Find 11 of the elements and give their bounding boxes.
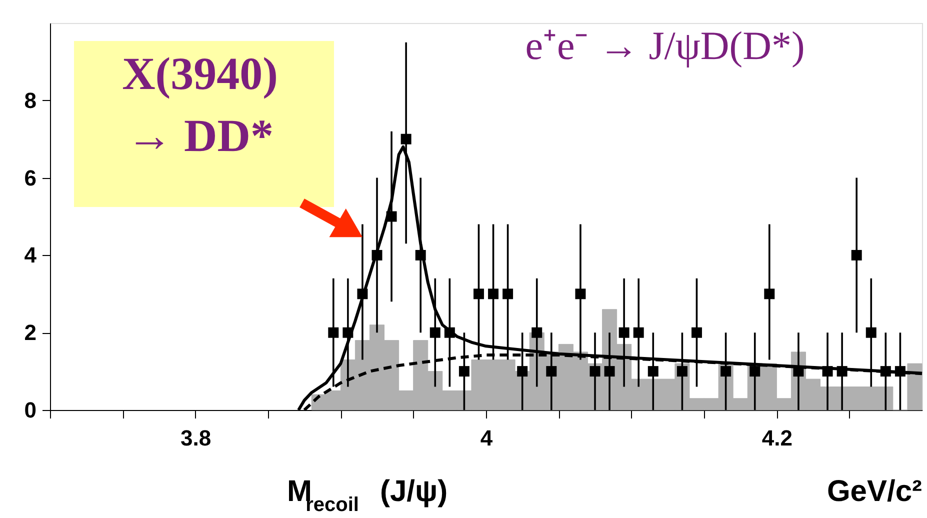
y-tick-label: 2 [24,320,36,346]
annotation: X(3940) → DD* [122,48,278,161]
text: GeV/c² [826,475,922,508]
x-tick-label: 4 [480,426,494,450]
y-tick-label: 8 [24,88,36,113]
y-tick-label: 4 [24,242,38,268]
annotation: e⁺e⁻ → J/ψD(D*) [525,23,805,68]
y-tick-label: 6 [24,165,36,190]
y-tick-label: 0 [24,398,36,422]
x-tick-label: 3.8 [180,426,212,450]
x-tick-label: 4.2 [762,426,792,450]
